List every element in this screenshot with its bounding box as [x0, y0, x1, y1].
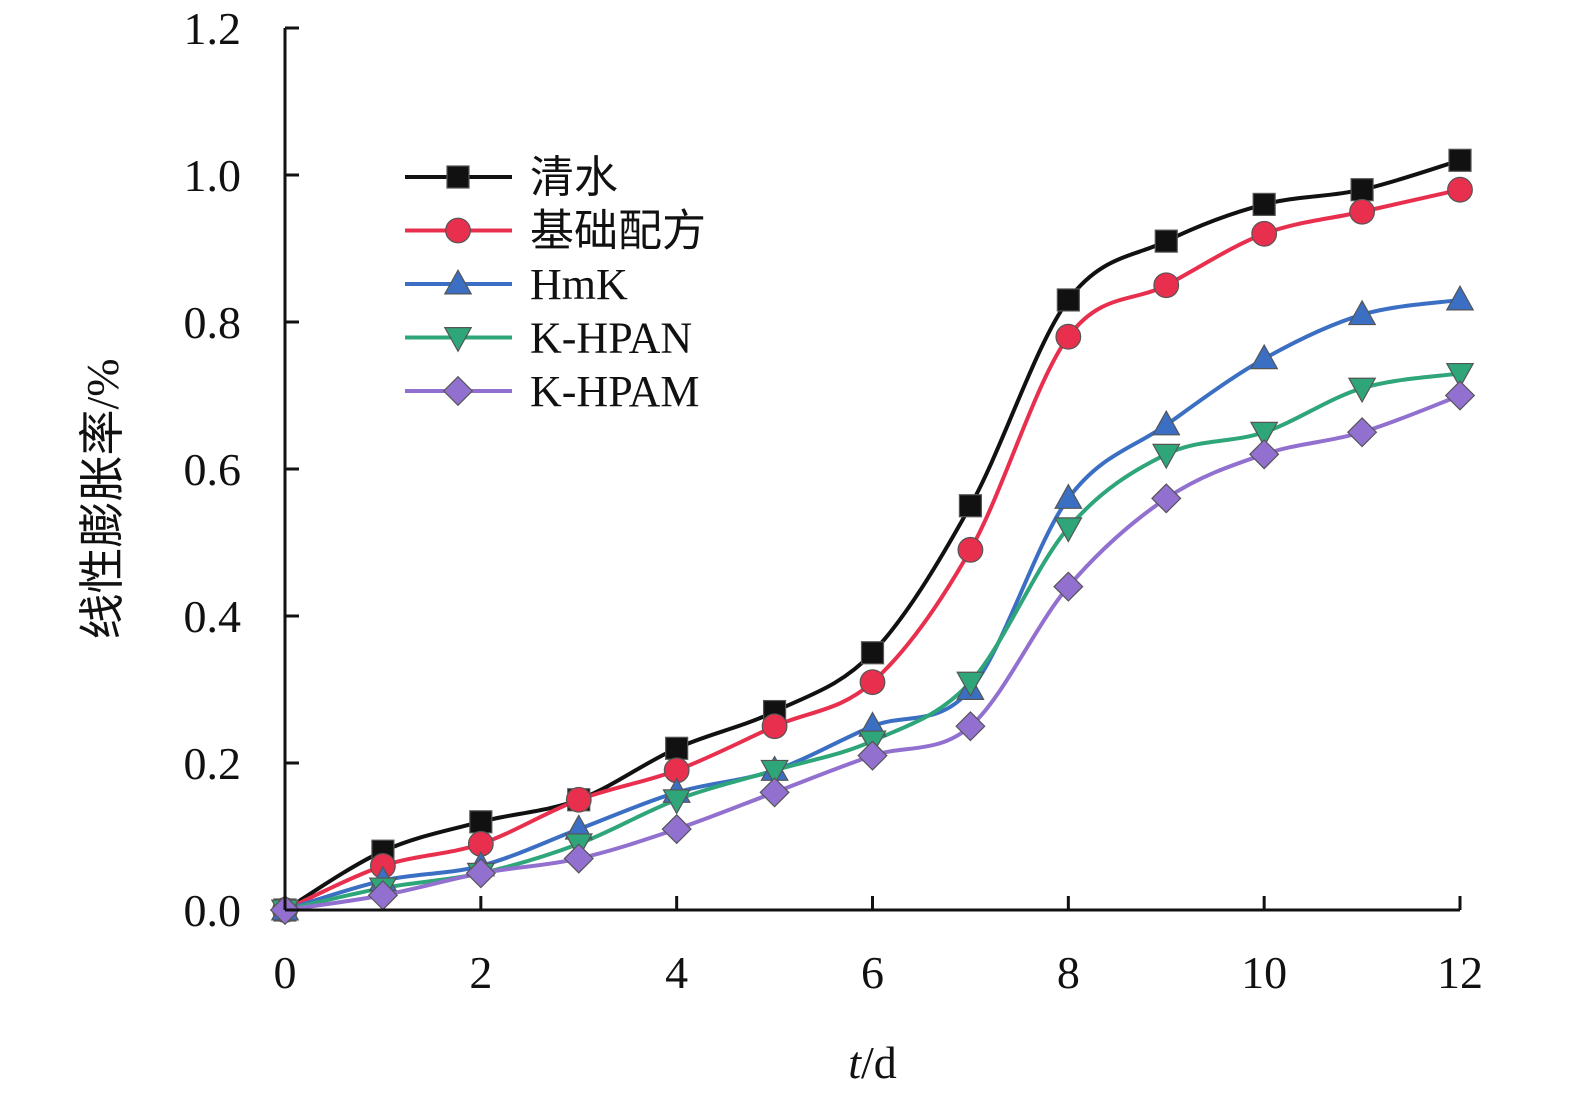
- data-point: [661, 814, 692, 845]
- x-axis-title-unit: /d: [861, 1037, 897, 1088]
- y-tick-label: 0.6: [184, 444, 242, 495]
- x-axis-title-variable: t: [848, 1037, 862, 1088]
- series-lines: [283, 158, 1461, 912]
- data-point: [860, 641, 885, 665]
- data-point: [1445, 362, 1475, 389]
- data-point: [958, 494, 983, 518]
- data-point: [662, 789, 691, 815]
- legend-label: K-HPAN: [530, 314, 692, 363]
- legend-marker: [443, 327, 473, 353]
- data-point: [1056, 288, 1080, 312]
- plot-area: [269, 148, 1476, 926]
- data-point: [1444, 380, 1476, 411]
- y-tick-label: 1.2: [184, 3, 242, 54]
- legend-label: 基础配方: [530, 207, 706, 256]
- y-tick-label: 0.2: [184, 738, 242, 789]
- x-tick-label: 2: [469, 947, 492, 998]
- y-ticks: 0.0 0.2 0.4 0.6 0.8 1.0 1.2: [184, 3, 299, 936]
- data-point: [1445, 284, 1475, 311]
- legend-marker: [443, 269, 473, 295]
- y-axis-title: 线性膨胀率/%: [77, 358, 128, 639]
- series-markers: [269, 148, 1476, 926]
- x-tick-label: 6: [861, 947, 884, 998]
- y-tick-label: 1.0: [184, 150, 242, 201]
- data-point: [1347, 377, 1377, 404]
- data-point: [465, 858, 496, 889]
- data-point: [1347, 299, 1377, 326]
- data-point: [1154, 229, 1178, 253]
- legend-marker: [442, 375, 474, 407]
- data-point: [1053, 571, 1084, 602]
- data-point: [1054, 483, 1083, 509]
- y-tick-label: 0.4: [184, 591, 242, 642]
- x-tick-label: 12: [1437, 947, 1483, 998]
- data-point: [1249, 421, 1279, 448]
- legend-marker: [445, 217, 471, 244]
- x-axis-title: t/d: [848, 1037, 897, 1088]
- data-point: [761, 713, 788, 740]
- data-point: [1252, 192, 1276, 216]
- legend-marker: [446, 165, 470, 189]
- x-ticks: 0 2 4 6 8 10 12: [274, 896, 1483, 998]
- data-point: [759, 777, 790, 808]
- data-point: [1447, 176, 1473, 203]
- data-point: [1350, 178, 1374, 202]
- x-tick-label: 10: [1241, 947, 1287, 998]
- data-point: [957, 536, 984, 563]
- data-point: [1151, 483, 1182, 514]
- data-point: [1349, 198, 1376, 225]
- data-point: [1346, 417, 1378, 448]
- data-point: [1152, 443, 1181, 470]
- data-point: [857, 740, 888, 771]
- data-point: [665, 736, 689, 760]
- data-point: [565, 786, 592, 813]
- x-tick-label: 4: [665, 947, 688, 998]
- series-line: [283, 158, 1461, 912]
- y-tick-label: 0.8: [184, 297, 242, 348]
- legend-label: K-HPAM: [530, 367, 700, 416]
- data-point: [760, 759, 789, 786]
- x-tick-label: 0: [274, 947, 297, 998]
- data-point: [1055, 323, 1082, 350]
- y-tick-label: 0.0: [184, 885, 242, 936]
- data-point: [859, 669, 886, 696]
- legend-label: HmK: [530, 260, 628, 309]
- series-line: [284, 187, 1461, 912]
- data-point: [1249, 439, 1280, 470]
- data-point: [956, 671, 985, 698]
- x-tick-label: 8: [1057, 947, 1080, 998]
- data-point: [1249, 343, 1279, 370]
- legend-label: 清水: [530, 153, 618, 202]
- data-point: [1448, 148, 1472, 172]
- data-point: [1251, 220, 1278, 247]
- data-point: [1054, 517, 1083, 543]
- data-point: [1153, 272, 1180, 299]
- data-point: [563, 843, 594, 874]
- axes: 0.0 0.2 0.4 0.6 0.8 1.0 1.2 0 2 4 6 8 10 12: [184, 3, 1484, 998]
- data-point: [469, 810, 493, 834]
- data-point: [955, 711, 986, 742]
- data-point: [1152, 409, 1181, 436]
